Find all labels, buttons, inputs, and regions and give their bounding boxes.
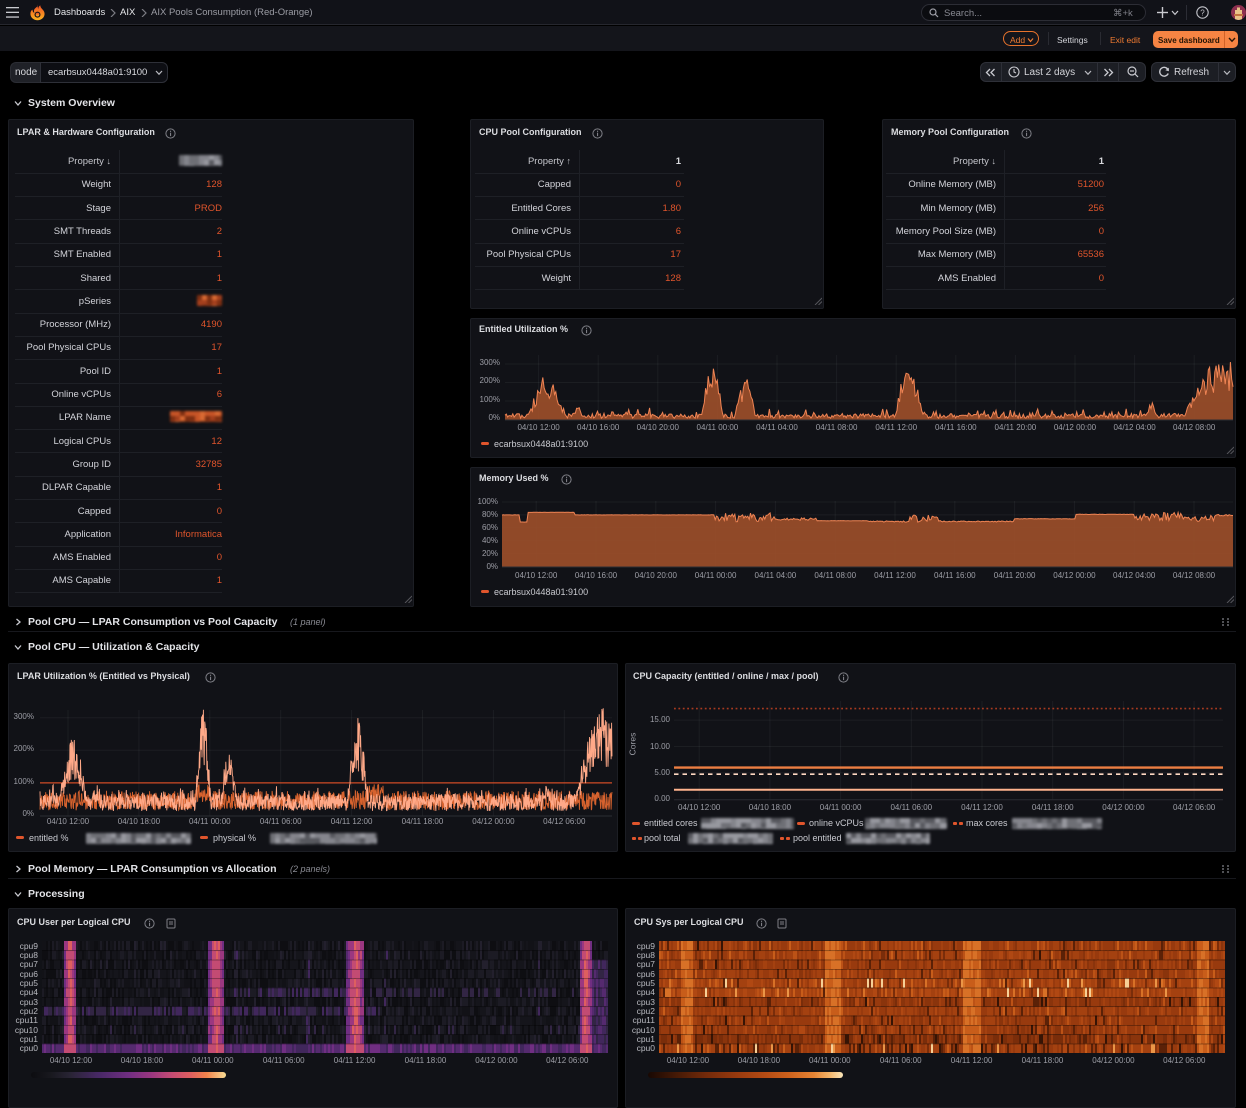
svg-text:?: ? <box>1200 8 1205 17</box>
